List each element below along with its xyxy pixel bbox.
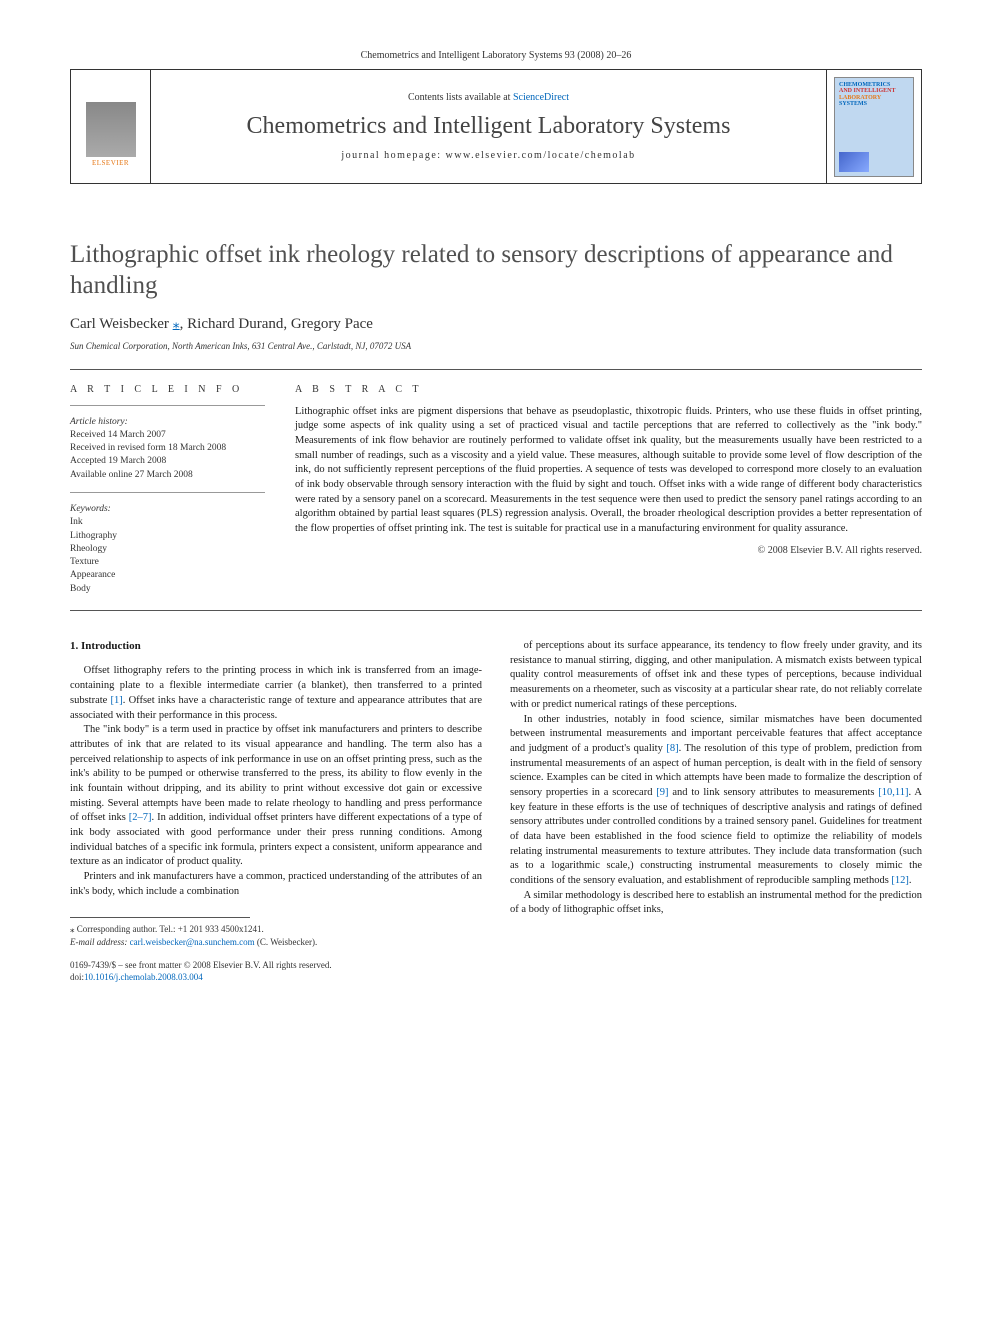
body-paragraph: Offset lithography refers to the printin…: [70, 664, 482, 723]
issn-line: 0169-7439/$ – see front matter © 2008 El…: [70, 959, 482, 972]
body-paragraph: The "ink body" is a term used in practic…: [70, 723, 482, 870]
keyword: Body: [70, 583, 265, 596]
journal-header-center: Contents lists available at ScienceDirec…: [151, 70, 826, 183]
body-paragraph: In other industries, notably in food sci…: [510, 713, 922, 889]
cover-line-4: SYSTEMS: [839, 101, 867, 107]
copyright-line: © 2008 Elsevier B.V. All rights reserved…: [295, 545, 922, 556]
keyword: Ink: [70, 516, 265, 529]
running-head: Chemometrics and Intelligent Laboratory …: [70, 50, 922, 61]
elsevier-tree-icon: [86, 102, 136, 157]
citation-link[interactable]: [8]: [666, 743, 678, 754]
received-date: Received 14 March 2007: [70, 429, 265, 442]
article-info-heading: A R T I C L E I N F O: [70, 384, 265, 395]
article-history: Article history: Received 14 March 2007 …: [70, 416, 265, 482]
keywords-block: Keywords: Ink Lithography Rheology Textu…: [70, 503, 265, 596]
footer-rule: [70, 917, 250, 918]
body-paragraph: A similar methodology is described here …: [510, 889, 922, 918]
keyword: Texture: [70, 556, 265, 569]
divider: [70, 610, 922, 611]
online-date: Available online 27 March 2008: [70, 469, 265, 482]
citation-link[interactable]: [10,11]: [878, 787, 908, 798]
revised-date: Received in revised form 18 March 2008: [70, 442, 265, 455]
divider: [70, 405, 265, 406]
cover-line-1: CHEMOMETRICS: [839, 82, 890, 88]
sciencedirect-link[interactable]: ScienceDirect: [513, 92, 569, 103]
citation-link[interactable]: [1]: [111, 695, 123, 706]
author-list: Carl Weisbecker ⁎, Richard Durand, Grego…: [70, 316, 922, 333]
cover-line-3: LABORATORY: [839, 95, 881, 101]
doi-link[interactable]: 10.1016/j.chemolab.2008.03.004: [84, 972, 203, 982]
journal-cover-thumbnail: CHEMOMETRICS AND INTELLIGENT LABORATORY …: [834, 77, 914, 177]
email-link[interactable]: carl.weisbecker@na.sunchem.com: [130, 937, 255, 947]
doi-line: doi:10.1016/j.chemolab.2008.03.004: [70, 971, 482, 984]
citation-link[interactable]: [12]: [891, 875, 909, 886]
keyword: Lithography: [70, 530, 265, 543]
journal-homepage: journal homepage: www.elsevier.com/locat…: [341, 150, 635, 161]
email-suffix: (C. Weisbecker).: [257, 937, 317, 947]
doi-label: doi:: [70, 972, 84, 982]
corresponding-author-link[interactable]: ⁎: [173, 317, 180, 332]
corresponding-footer: ⁎ Corresponding author. Tel.: +1 201 933…: [70, 917, 482, 983]
email-line: E-mail address: carl.weisbecker@na.sunch…: [70, 936, 482, 949]
body-paragraph: Printers and ink manufacturers have a co…: [70, 870, 482, 899]
keyword: Rheology: [70, 543, 265, 556]
contents-line: Contents lists available at ScienceDirec…: [408, 92, 569, 103]
accepted-date: Accepted 19 March 2008: [70, 455, 265, 468]
divider: [70, 492, 265, 493]
affiliation: Sun Chemical Corporation, North American…: [70, 341, 922, 351]
keywords-label: Keywords:: [70, 503, 265, 516]
journal-name: Chemometrics and Intelligent Laboratory …: [247, 113, 731, 140]
keyword: Appearance: [70, 569, 265, 582]
abstract-heading: A B S T R A C T: [295, 384, 922, 395]
journal-cover-box: CHEMOMETRICS AND INTELLIGENT LABORATORY …: [826, 70, 921, 183]
corresponding-author-note: ⁎ Corresponding author. Tel.: +1 201 933…: [70, 923, 482, 936]
citation-link[interactable]: [2–7]: [129, 812, 152, 823]
cover-graphic: [839, 152, 869, 172]
body-two-column: 1. Introduction Offset lithography refer…: [70, 639, 922, 984]
section-heading-1: 1. Introduction: [70, 639, 482, 654]
abstract-column: A B S T R A C T Lithographic offset inks…: [295, 384, 922, 597]
body-paragraph: of perceptions about its surface appeara…: [510, 639, 922, 712]
publisher-name: ELSEVIER: [92, 159, 129, 167]
contents-prefix: Contents lists available at: [408, 92, 513, 103]
abstract-text: Lithographic offset inks are pigment dis…: [295, 405, 922, 537]
article-info-column: A R T I C L E I N F O Article history: R…: [70, 384, 265, 597]
author-others: , Richard Durand, Gregory Pace: [180, 316, 373, 332]
journal-header-box: ELSEVIER Contents lists available at Sci…: [70, 69, 922, 184]
cover-line-2: AND INTELLIGENT: [839, 88, 896, 94]
author-corresponding: Carl Weisbecker: [70, 316, 169, 332]
article-title: Lithographic offset ink rheology related…: [70, 239, 922, 302]
citation-link[interactable]: [9]: [656, 787, 668, 798]
history-label: Article history:: [70, 416, 265, 429]
email-label: E-mail address:: [70, 937, 127, 947]
publisher-logo-box: ELSEVIER: [71, 70, 151, 183]
